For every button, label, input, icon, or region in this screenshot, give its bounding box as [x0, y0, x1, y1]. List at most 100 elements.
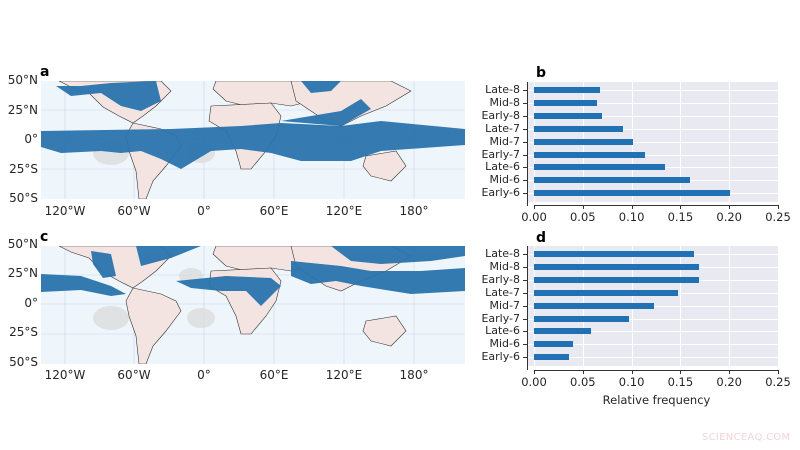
gridline [528, 344, 778, 346]
lat-tick: 0° [24, 132, 38, 146]
lon-tick: 120°E [325, 368, 363, 382]
y-tick-mark [523, 154, 527, 156]
lat-tick: 25°N [7, 103, 38, 117]
lon-tick: 60°E [259, 204, 289, 218]
watermark: SCIENCEAQ.COM [702, 432, 791, 443]
gridline [528, 331, 778, 333]
y-tick-mark [523, 318, 527, 320]
x-tick-mark [680, 205, 682, 209]
lat-tick: 25°S [9, 162, 38, 176]
lat-tick: 50°N [7, 237, 38, 251]
y-tick-label: Early-7 [481, 311, 520, 325]
y-tick-mark [523, 193, 527, 195]
x-tick-mark [631, 370, 633, 374]
map-graphic-a [41, 81, 465, 199]
bar [534, 302, 655, 309]
y-tick-label: Early-8 [481, 272, 520, 286]
lat-tick: 50°S [9, 355, 38, 369]
bar [534, 151, 646, 158]
y-tick-label: Mid-6 [489, 173, 521, 187]
x-tick-label: 0.25 [765, 375, 791, 389]
y-tick-mark [523, 128, 527, 130]
lon-tick: 180° [399, 204, 429, 218]
lon-tick: 0° [197, 204, 211, 218]
x-tick-mark [534, 370, 535, 374]
y-axis-b [527, 82, 528, 206]
y-tick-label: Early-8 [481, 108, 520, 122]
bar [534, 112, 603, 119]
x-tick-label: 0.05 [569, 375, 596, 389]
y-tick-label: Late-8 [485, 247, 520, 260]
panel-label-c: c [40, 229, 49, 245]
world-map-a [41, 81, 465, 199]
bar [534, 177, 691, 184]
lon-tick: 120°E [325, 204, 363, 218]
x-tick-mark [582, 370, 584, 374]
y-tick-label: Late-6 [485, 324, 520, 338]
lat-tick: 25°N [7, 266, 38, 280]
y-tick-mark [523, 90, 527, 91]
gridline [528, 318, 778, 320]
y-tick-label: Early-6 [481, 350, 520, 364]
y-tick-label: Late-8 [485, 83, 520, 96]
lat-tick: 25°S [9, 325, 38, 339]
y-tick-label: Early-6 [481, 186, 520, 200]
lon-tick: 180° [399, 368, 429, 382]
x-tick-label: 0.00 [521, 210, 547, 224]
bar [534, 354, 570, 361]
bar [534, 263, 699, 270]
x-tick-mark [729, 370, 731, 374]
panel-label-d: d [536, 230, 547, 246]
panel-label-b: b [536, 65, 547, 81]
lon-tick: 60°W [117, 368, 151, 382]
panel-label-a: a [40, 64, 50, 80]
gridline [528, 115, 778, 117]
y-tick-label: Mid-6 [489, 337, 521, 351]
y-tick-mark [523, 254, 527, 255]
lat-tick: 0° [24, 296, 38, 310]
x-axis-d [534, 370, 779, 371]
bar [534, 125, 623, 132]
y-tick-label: Early-7 [481, 147, 520, 161]
gridline [528, 102, 778, 104]
x-tick-label: 0.25 [765, 210, 791, 224]
x-tick-mark [534, 205, 535, 209]
y-tick-mark [523, 305, 527, 307]
x-tick-label: 0.10 [618, 210, 645, 224]
x-tick-label: 0.20 [716, 210, 742, 224]
x-tick-mark [778, 205, 779, 209]
bar [534, 138, 633, 145]
gridline [528, 141, 778, 143]
map-graphic-c [41, 246, 465, 364]
x-tick-label: 0.00 [521, 375, 547, 389]
x-tick-label: 0.15 [667, 210, 694, 224]
bar [534, 99, 598, 106]
x-axis-label-d: Relative frequency [602, 393, 711, 407]
x-tick-mark [582, 205, 584, 209]
bar [534, 289, 679, 296]
lat-tick: 50°N [7, 73, 38, 87]
lon-tick: 120°W [44, 204, 86, 218]
y-tick-mark [523, 331, 527, 333]
y-axis-d [527, 246, 528, 370]
y-tick-mark [523, 115, 527, 117]
x-tick-label: 0.20 [716, 375, 742, 389]
y-tick-label: Mid-8 [489, 259, 521, 273]
y-tick-mark [523, 357, 527, 359]
bar [534, 251, 695, 257]
lon-tick: 0° [197, 368, 211, 382]
gridline [778, 246, 779, 366]
y-tick-mark [523, 180, 527, 182]
x-tick-mark [631, 205, 633, 209]
y-tick-label: Mid-7 [489, 134, 521, 148]
lon-tick: 60°E [259, 368, 289, 382]
x-tick-label: 0.15 [667, 375, 694, 389]
y-tick-mark [523, 292, 527, 294]
y-tick-mark [523, 141, 527, 143]
bar [534, 276, 699, 283]
x-axis-b [534, 205, 779, 206]
gridline [528, 357, 778, 359]
x-tick-mark [729, 205, 731, 209]
gridline [778, 82, 779, 202]
y-tick-label: Late-6 [485, 160, 520, 174]
